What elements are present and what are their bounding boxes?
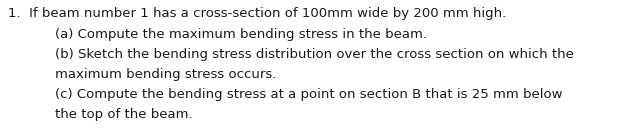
Text: 1.  If beam number 1 has a cross-section of 100mm wide by 200 mm high.: 1. If beam number 1 has a cross-section … bbox=[8, 7, 506, 20]
Text: (b) Sketch the bending stress distribution over the cross section on which the: (b) Sketch the bending stress distributi… bbox=[55, 48, 574, 61]
Text: maximum bending stress occurs.: maximum bending stress occurs. bbox=[55, 68, 277, 81]
Text: the top of the beam.: the top of the beam. bbox=[55, 108, 192, 121]
Text: (a) Compute the maximum bending stress in the beam.: (a) Compute the maximum bending stress i… bbox=[55, 28, 427, 41]
Text: (c) Compute the bending stress at a point on section B that is 25 mm below: (c) Compute the bending stress at a poin… bbox=[55, 88, 563, 101]
